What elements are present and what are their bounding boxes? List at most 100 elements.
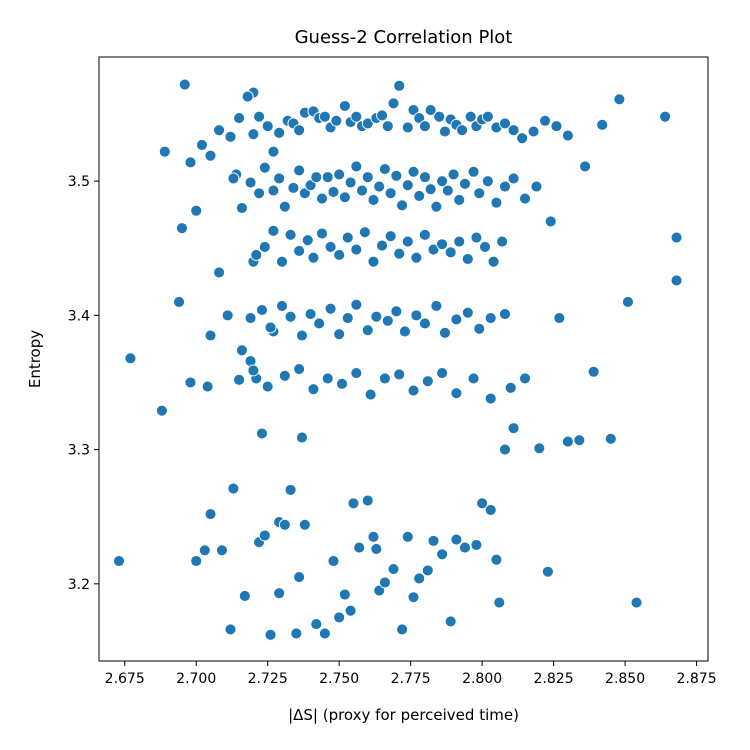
data-point (467, 372, 480, 385)
data-point (215, 544, 228, 557)
data-point (410, 309, 423, 322)
y-axis: 3.2 3.3 3.4 3.5 (68, 174, 99, 593)
data-point (178, 78, 191, 91)
data-point (276, 255, 288, 268)
data-point (358, 226, 371, 239)
data-point (461, 253, 474, 265)
data-point (113, 555, 125, 567)
data-point (621, 296, 634, 308)
data-point (204, 329, 217, 342)
data-point (158, 145, 171, 158)
y-tick-label: 3.3 (68, 443, 90, 459)
data-point (499, 180, 511, 193)
data-point (390, 305, 403, 318)
data-point (338, 100, 351, 112)
data-point (224, 623, 237, 636)
data-point (350, 298, 363, 311)
data-point (484, 392, 497, 405)
data-point (487, 255, 500, 268)
data-points (113, 78, 683, 641)
data-point (155, 404, 168, 417)
data-point (361, 117, 374, 130)
data-point (221, 309, 234, 322)
data-point (184, 156, 197, 169)
data-point (213, 124, 226, 137)
data-point (550, 120, 563, 133)
data-point (439, 125, 451, 138)
data-point (256, 427, 268, 440)
data-point (413, 189, 426, 202)
data-point (539, 114, 551, 127)
data-point (350, 367, 363, 380)
data-point (441, 184, 454, 197)
data-point (461, 306, 474, 319)
data-point (393, 247, 406, 260)
data-point (499, 117, 511, 130)
data-point (336, 377, 348, 390)
data-point (296, 329, 308, 342)
data-point (407, 591, 420, 604)
data-point (198, 544, 211, 557)
data-point (418, 120, 431, 133)
data-point (499, 443, 511, 456)
data-point (418, 171, 431, 184)
data-point (479, 240, 491, 253)
data-point (381, 314, 394, 327)
data-point (364, 388, 377, 401)
data-point (507, 172, 520, 185)
data-point (333, 328, 346, 341)
data-point (190, 204, 203, 217)
data-point (296, 431, 308, 444)
data-point (541, 565, 554, 578)
data-point (213, 266, 226, 279)
data-point (407, 384, 420, 397)
data-point (253, 187, 266, 200)
data-point (361, 324, 374, 337)
data-point (401, 121, 414, 134)
x-tick-label: 2.800 (462, 671, 502, 687)
data-point (561, 435, 574, 448)
data-point (459, 177, 471, 190)
data-point (247, 128, 260, 141)
data-point (361, 171, 374, 184)
data-point (659, 110, 672, 123)
data-point (516, 132, 529, 145)
data-point (484, 504, 497, 516)
data-point (267, 224, 280, 237)
data-point (470, 231, 483, 244)
data-point (384, 230, 397, 243)
data-point (173, 296, 186, 308)
data-point (333, 168, 346, 181)
data-point (184, 376, 197, 389)
data-point (258, 240, 271, 253)
data-point (273, 126, 286, 139)
data-point (293, 244, 306, 257)
data-point (278, 518, 291, 531)
data-point (447, 168, 460, 181)
data-point (410, 251, 423, 264)
data-point (258, 529, 271, 542)
data-point (278, 200, 291, 213)
data-point (444, 246, 457, 259)
data-point (464, 110, 477, 123)
data-point (467, 165, 480, 178)
data-point (490, 196, 503, 209)
data-point (204, 508, 217, 520)
data-point (573, 434, 586, 447)
data-point (587, 365, 600, 378)
data-point (530, 180, 543, 193)
data-point (338, 191, 351, 204)
data-point (450, 533, 463, 546)
data-point (367, 530, 380, 543)
data-point (387, 563, 400, 576)
data-point (424, 183, 437, 196)
x-tick-label: 2.675 (105, 671, 145, 687)
data-point (456, 124, 469, 137)
data-point (293, 363, 306, 376)
data-point (293, 571, 306, 584)
data-point (473, 187, 486, 200)
data-point (290, 627, 303, 640)
data-point (418, 228, 431, 241)
data-point (421, 564, 434, 577)
